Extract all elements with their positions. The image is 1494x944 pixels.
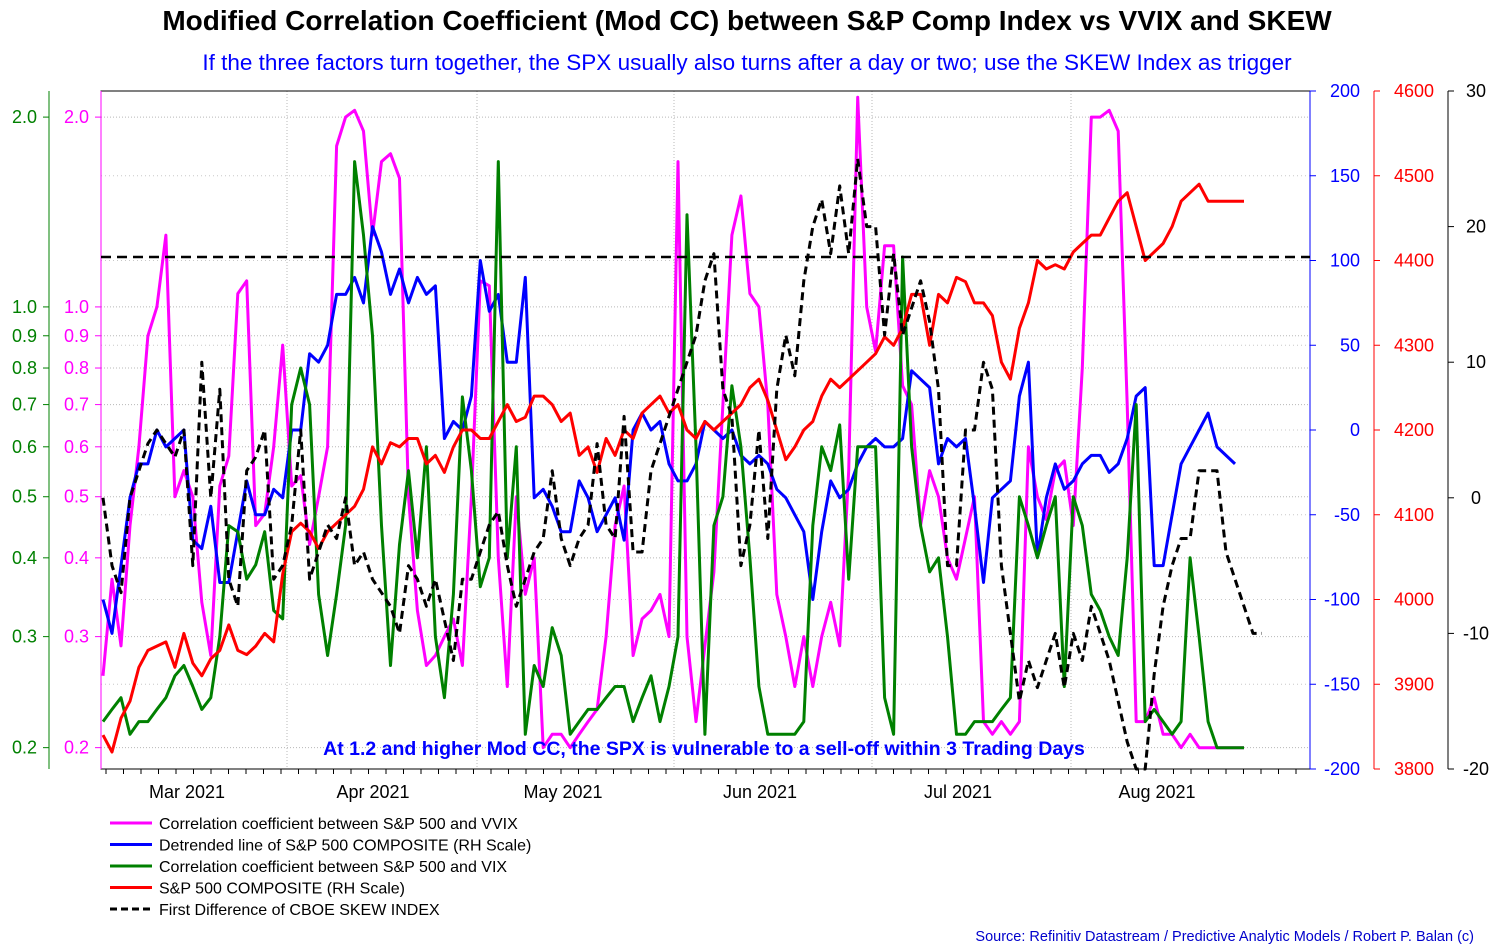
blue-axis-tick-label: -200 [1324,759,1360,779]
green-axis-tick-label: 0.9 [12,326,37,346]
red-axis-tick-label: 3900 [1394,674,1434,694]
blue-axis-tick-label: -150 [1324,674,1360,694]
magenta-axis-tick-label: 0.3 [64,627,89,647]
magenta-axis-tick-label: 0.5 [64,487,89,507]
green-axis-tick-label: 0.5 [12,487,37,507]
red-axis-tick-label: 4400 [1394,251,1434,271]
black-axis-tick-label: 20 [1466,217,1486,237]
legend-label: S&P 500 COMPOSITE (RH Scale) [159,881,405,898]
magenta-axis-tick-label: 2.0 [64,107,89,127]
annotation-text: At 1.2 and higher Mod CC, the SPX is vul… [323,738,1085,760]
black-axis-tick-label: 10 [1466,352,1486,372]
x-tick-label: May 2021 [523,782,602,802]
blue-axis-tick-label: 200 [1330,81,1360,101]
magenta-axis-tick-label: 1.0 [64,297,89,317]
red-axis-tick-label: 4000 [1394,590,1434,610]
green-axis-tick-label: 0.2 [12,738,37,758]
chart-subtitle: If the three factors turn together, the … [202,50,1292,75]
magenta-axis-tick-label: 0.8 [64,358,89,378]
x-tick-label: Mar 2021 [149,782,225,802]
axes: Mar 2021 Apr 2021 May 2021 Jun 2021 Jul 2021… [12,81,1489,802]
legend-label: Correlation coefficient between S&P 500 … [159,859,507,876]
red-axis-tick-label: 4200 [1394,420,1434,440]
blue-axis-tick-label: 0 [1350,420,1360,440]
blue-axis-tick-label: -100 [1324,590,1360,610]
series-line-3 [101,182,1244,754]
x-tick-label: Apr 2021 [336,782,409,802]
blue-axis-tick-label: 50 [1340,335,1360,355]
legend-label: Detrended line of S&P 500 COMPOSITE (RH … [159,838,531,855]
red-axis-tick-label: 4300 [1394,335,1434,355]
blue-axis-tick-label: -50 [1334,505,1360,525]
legend-label: First Difference of CBOE SKEW INDEX [159,902,440,919]
source-text: Source: Refinitiv Datastream / Predictiv… [975,929,1474,944]
magenta-axis-tick-label: 0.4 [64,548,89,568]
red-axis-tick-label: 3800 [1394,759,1434,779]
green-axis-tick-label: 0.4 [12,548,37,568]
magenta-axis-tick-label: 0.6 [64,437,89,457]
series-line-0 [101,95,1244,750]
series-line-4 [101,157,1262,771]
series-line-2 [101,160,1244,750]
blue-axis-tick-label: 150 [1330,166,1360,186]
x-tick-label: Aug 2021 [1118,782,1195,802]
red-axis-tick-label: 4600 [1394,81,1434,101]
green-axis-tick-label: 0.7 [12,395,37,415]
black-axis-tick-label: -10 [1463,623,1489,643]
series-lines [101,95,1262,771]
blue-axis-tick-label: 100 [1330,251,1360,271]
magenta-axis-tick-label: 0.9 [64,326,89,346]
black-axis-tick-label: -20 [1463,759,1489,779]
chart-title: Modified Correlation Coefficient (Mod CC… [162,5,1332,36]
green-axis-tick-label: 0.6 [12,437,37,457]
green-axis-tick-label: 0.3 [12,627,37,647]
x-tick-label: Jun 2021 [723,782,797,802]
magenta-axis-tick-label: 0.7 [64,395,89,415]
green-axis-tick-label: 2.0 [12,107,37,127]
x-tick-label: Jul 2021 [924,782,992,802]
black-axis-tick-label: 0 [1471,488,1481,508]
legend-label: Correlation coefficient between S&P 500 … [159,816,518,833]
red-axis-tick-label: 4100 [1394,505,1434,525]
green-axis-tick-label: 1.0 [12,297,37,317]
magenta-axis-tick-label: 0.2 [64,738,89,758]
legend: Correlation coefficient between S&P 500 … [110,816,531,919]
green-axis-tick-label: 0.8 [12,358,37,378]
red-axis-tick-label: 4500 [1394,166,1434,186]
black-axis-tick-label: 30 [1466,81,1486,101]
